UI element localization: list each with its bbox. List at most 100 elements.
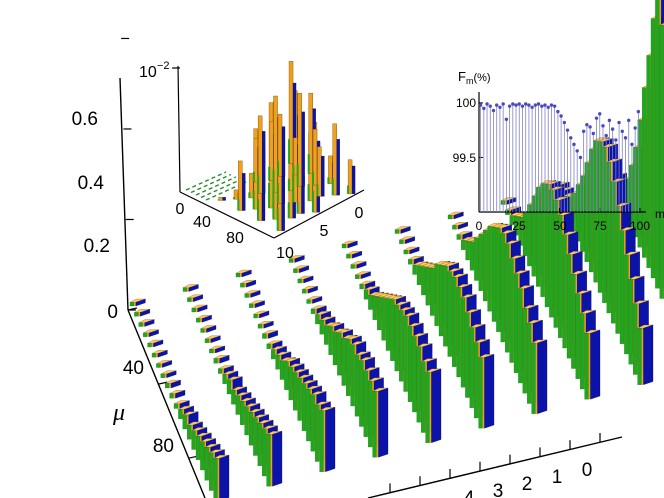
- bar-orange-face: [209, 338, 211, 343]
- inset-bar-green: [277, 161, 279, 177]
- bar-green-face: [461, 240, 466, 250]
- bar-blue-face: [272, 340, 283, 349]
- inset-bar-green: [257, 174, 260, 194]
- bar-green-face: [266, 434, 271, 487]
- bar-orange-face: [346, 244, 348, 248]
- bar-orange-face: [248, 293, 251, 298]
- bar-green-face: [394, 229, 400, 234]
- bar-orange-face: [164, 373, 167, 378]
- bar-blue-face: [219, 454, 230, 498]
- inset-bar-green: [252, 190, 255, 210]
- bar-blue-face: [303, 275, 314, 284]
- bar-orange-face: [200, 318, 203, 323]
- bar-green-face: [235, 273, 241, 278]
- fidelity-point: [507, 104, 512, 108]
- inset-n-tick-label: 5: [320, 223, 329, 240]
- fidelity-point: [572, 142, 576, 147]
- fidelity-point: [598, 112, 602, 116]
- fidelity-point: [504, 117, 509, 121]
- fidelity-y-tick-label: 99.5: [453, 151, 477, 165]
- bar-orange-face: [482, 357, 485, 429]
- bar-green-face: [138, 322, 144, 327]
- fidelity-x-tick-label: 100: [630, 219, 650, 233]
- bar-green-face: [447, 215, 453, 220]
- fidelity-xlabel: m: [655, 207, 664, 221]
- bar-green-face: [288, 366, 293, 401]
- bar-green-face: [505, 243, 510, 353]
- bar-green-face: [474, 342, 479, 419]
- bar-orange-face: [173, 393, 176, 399]
- bar-green-face: [619, 230, 625, 344]
- bar-green-face: [359, 284, 364, 290]
- bar-orange-face: [187, 287, 189, 292]
- bar-blue-face: [413, 256, 424, 265]
- fidelity-ylabel-sub: m: [466, 76, 474, 86]
- bar-green-face: [491, 227, 497, 322]
- main-axis-labels: 0.6 0.4 0.2 0 40 80 μ 0 1 2 3 4: [72, 109, 593, 498]
- bar-orange-face: [275, 349, 278, 359]
- bar-green-face: [513, 273, 519, 373]
- bar-green-face: [147, 343, 152, 348]
- bar-blue-face: [462, 231, 473, 240]
- fidelity-point: [501, 102, 505, 106]
- fidelity-point: [617, 120, 621, 125]
- bar-green-face: [633, 303, 638, 375]
- bar-blue-face: [259, 310, 270, 319]
- inset-bar-blue: [222, 197, 226, 201]
- bar-green-face: [487, 226, 492, 312]
- bar-green-face: [372, 296, 377, 320]
- bar-green-face: [403, 315, 408, 392]
- bar-green-face: [200, 328, 205, 333]
- bar-green-face: [377, 296, 382, 331]
- bar-blue-face: [206, 325, 217, 333]
- inset-bar-blue: [281, 126, 286, 177]
- bar-green-face: [500, 233, 505, 343]
- bar-green-face: [469, 327, 474, 408]
- fidelity-ylabel: Fm(%): [458, 69, 491, 86]
- inset-bar-green: [276, 207, 279, 231]
- bar-green-face: [244, 293, 250, 298]
- bar-green-face: [381, 297, 386, 341]
- bar-green-face: [416, 346, 421, 423]
- inset-scale-label: 10: [139, 64, 157, 81]
- inset-bar-green: [311, 190, 314, 213]
- bar-green-face: [262, 333, 267, 339]
- bar-green-face: [200, 441, 205, 471]
- bar-green-face: [297, 377, 302, 421]
- bar-orange-face: [217, 358, 220, 364]
- bar-orange-face: [213, 349, 216, 353]
- bar-orange-face: [310, 299, 313, 304]
- fidelity-point: [514, 103, 518, 107]
- inset-n-tick-label: 0: [355, 205, 364, 222]
- fidelity-point: [588, 125, 592, 129]
- bar-green-face: [319, 410, 324, 472]
- inset-bar-green: [233, 197, 235, 200]
- bar-blue-face: [325, 407, 336, 472]
- bar-green-face: [456, 234, 461, 240]
- mu-tick-mark: [127, 307, 138, 311]
- bar-green-face: [293, 268, 298, 273]
- fidelity-point: [533, 103, 538, 107]
- bar-green-face: [531, 342, 536, 414]
- bar-green-face: [182, 287, 188, 292]
- bar-green-face: [169, 393, 174, 399]
- fidelity-point: [591, 131, 596, 136]
- fidelity-point: [601, 124, 605, 128]
- bar-green-face: [191, 430, 196, 450]
- bar-orange-face: [315, 309, 317, 314]
- bar-green-face: [611, 181, 616, 324]
- bar-orange-face: [257, 314, 260, 318]
- bar-orange-face: [297, 268, 300, 273]
- bar-green-face: [566, 254, 572, 359]
- inset-mu-tick-label: 40: [193, 214, 211, 231]
- bar-green-face: [403, 250, 408, 255]
- bar-green-face: [213, 358, 219, 364]
- inset-scale-exponent: −2: [157, 60, 170, 72]
- bar-green-face: [575, 293, 580, 379]
- bar-blue-face: [246, 280, 256, 288]
- main-bars: [129, 0, 664, 498]
- inset-bar-blue: [262, 131, 266, 194]
- bar-green-face: [195, 436, 201, 460]
- bar-orange-face: [363, 284, 366, 289]
